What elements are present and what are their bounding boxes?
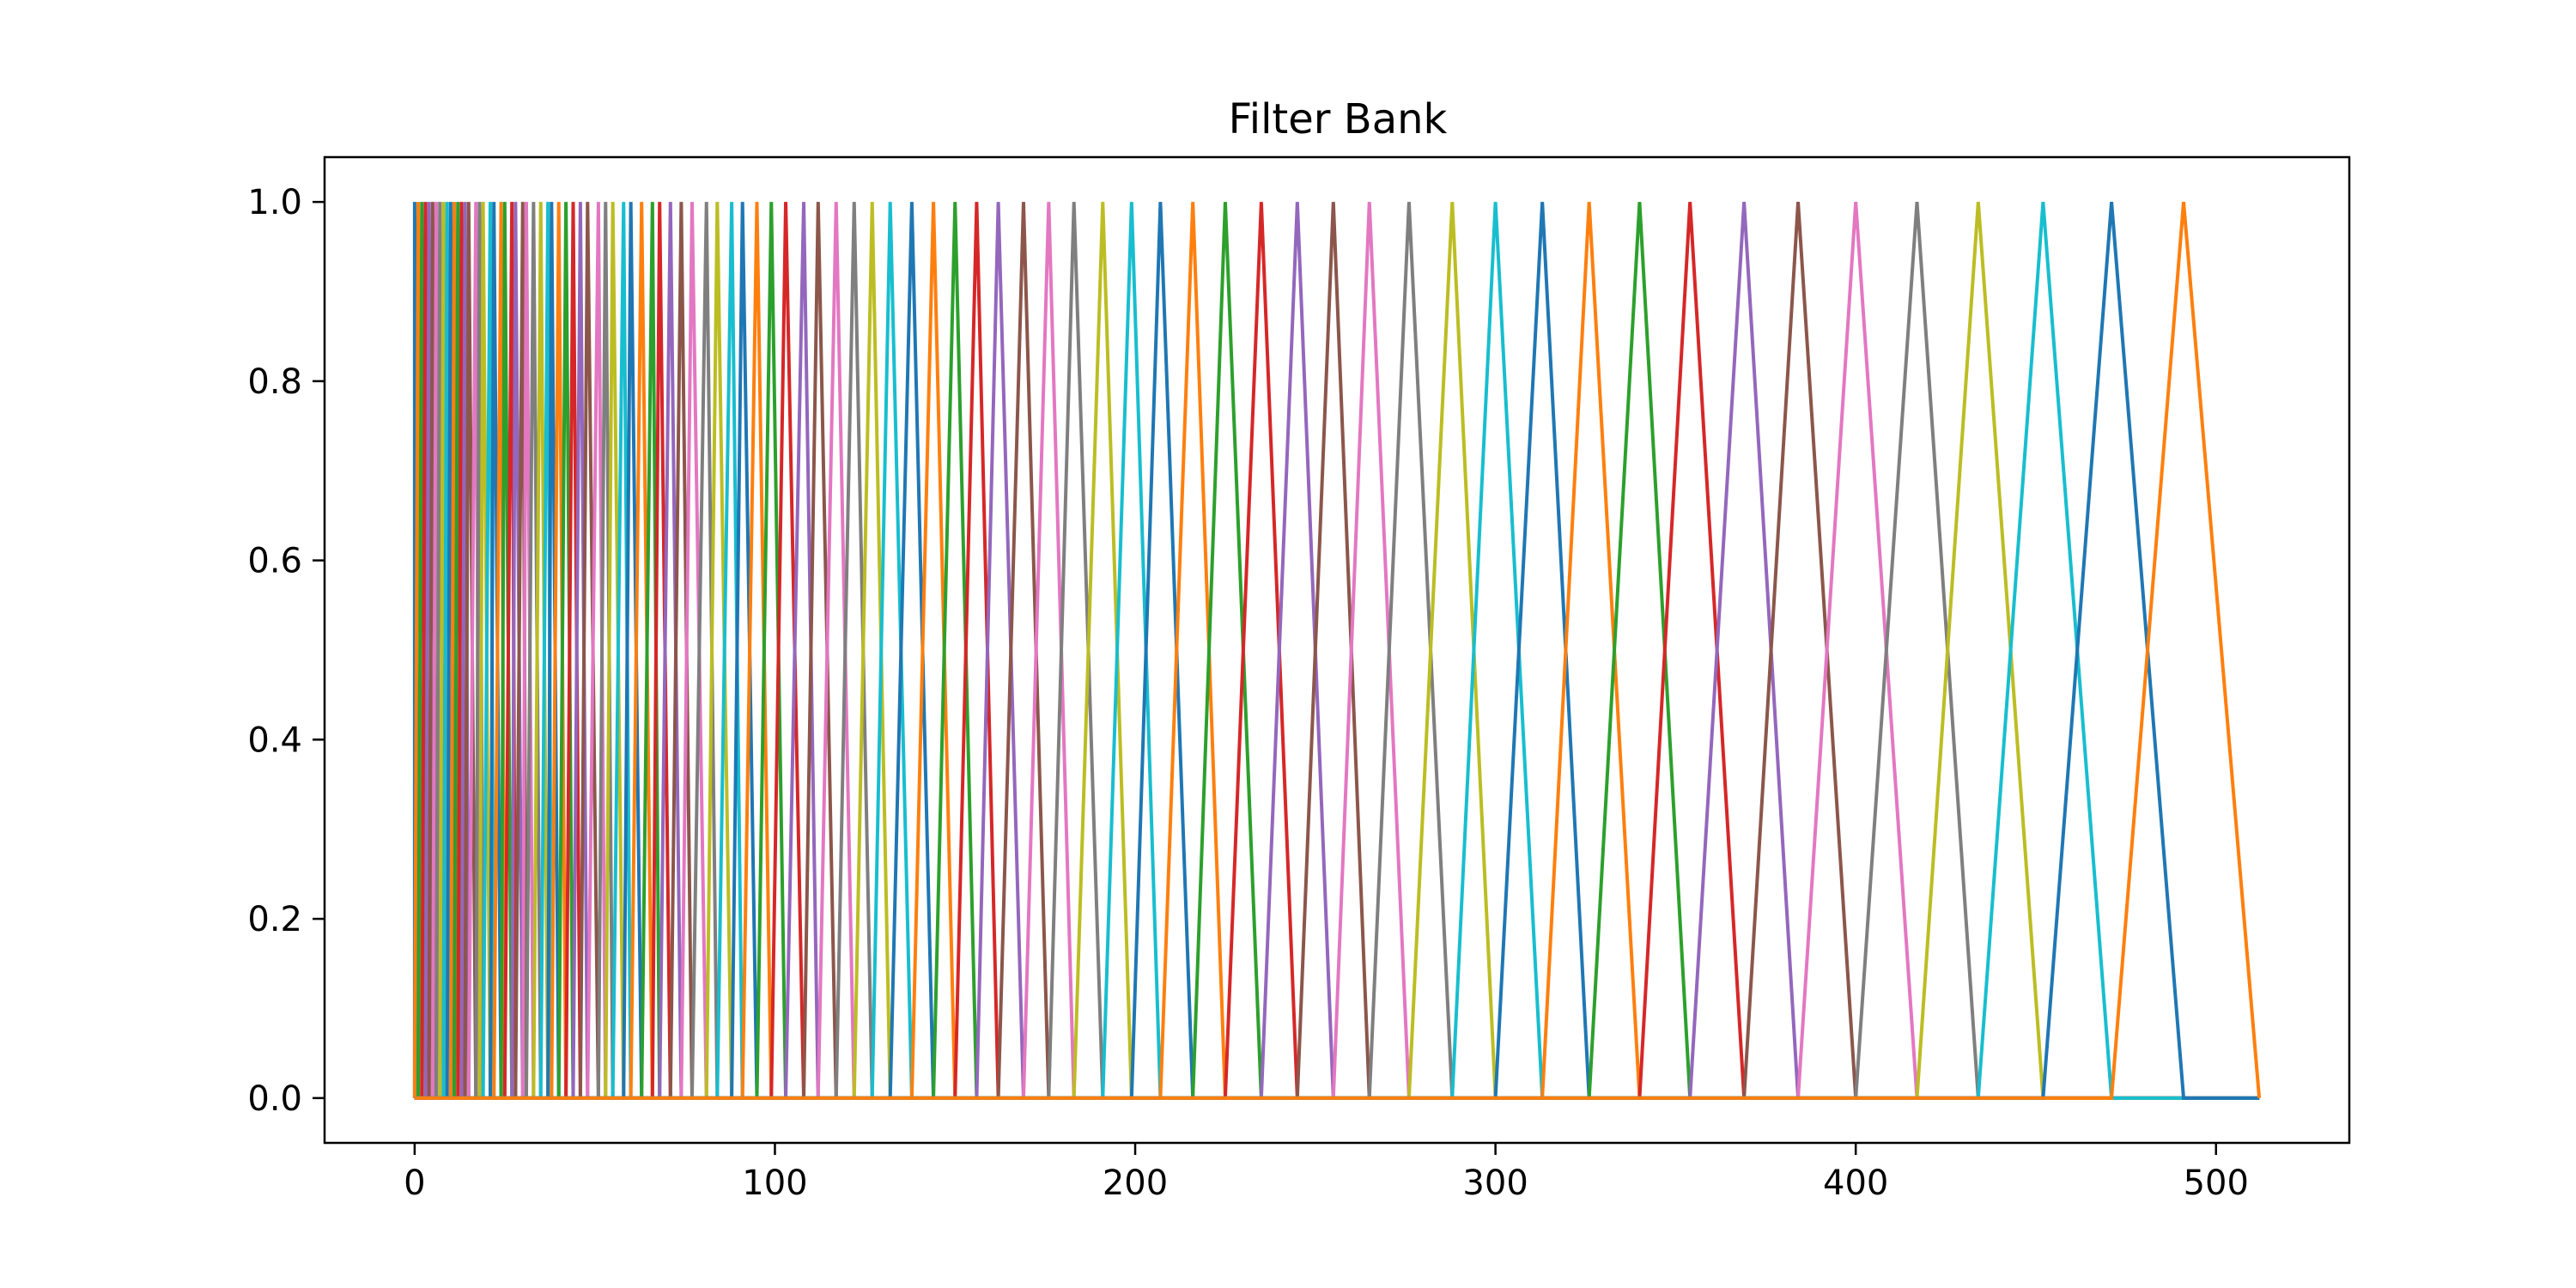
- y-tick-label: 1.0: [247, 183, 302, 222]
- x-tick-label: 200: [1103, 1163, 1168, 1203]
- y-tick-label: 0.4: [247, 720, 302, 760]
- x-tick-label: 100: [742, 1163, 807, 1203]
- chart-title: Filter Bank: [1229, 95, 1448, 143]
- x-tick-label: 300: [1462, 1163, 1528, 1203]
- y-tick-label: 0.8: [247, 362, 302, 402]
- filter-line-91: [414, 202, 2262, 1100]
- x-tick-label: 0: [404, 1163, 425, 1203]
- y-tick-label: 0.2: [247, 900, 302, 939]
- x-axis: 0 100 200 300 400 500: [404, 1143, 2249, 1203]
- y-tick-label: 0.0: [247, 1079, 302, 1119]
- y-axis: 0.0 0.2 0.4 0.6 0.8 1.0: [247, 183, 325, 1119]
- y-tick-label: 0.6: [247, 542, 302, 581]
- series-layer: [412, 202, 2262, 1100]
- x-tick-label: 400: [1823, 1163, 1888, 1203]
- plot-frame: [323, 155, 2351, 1145]
- x-tick-label: 500: [2184, 1163, 2249, 1203]
